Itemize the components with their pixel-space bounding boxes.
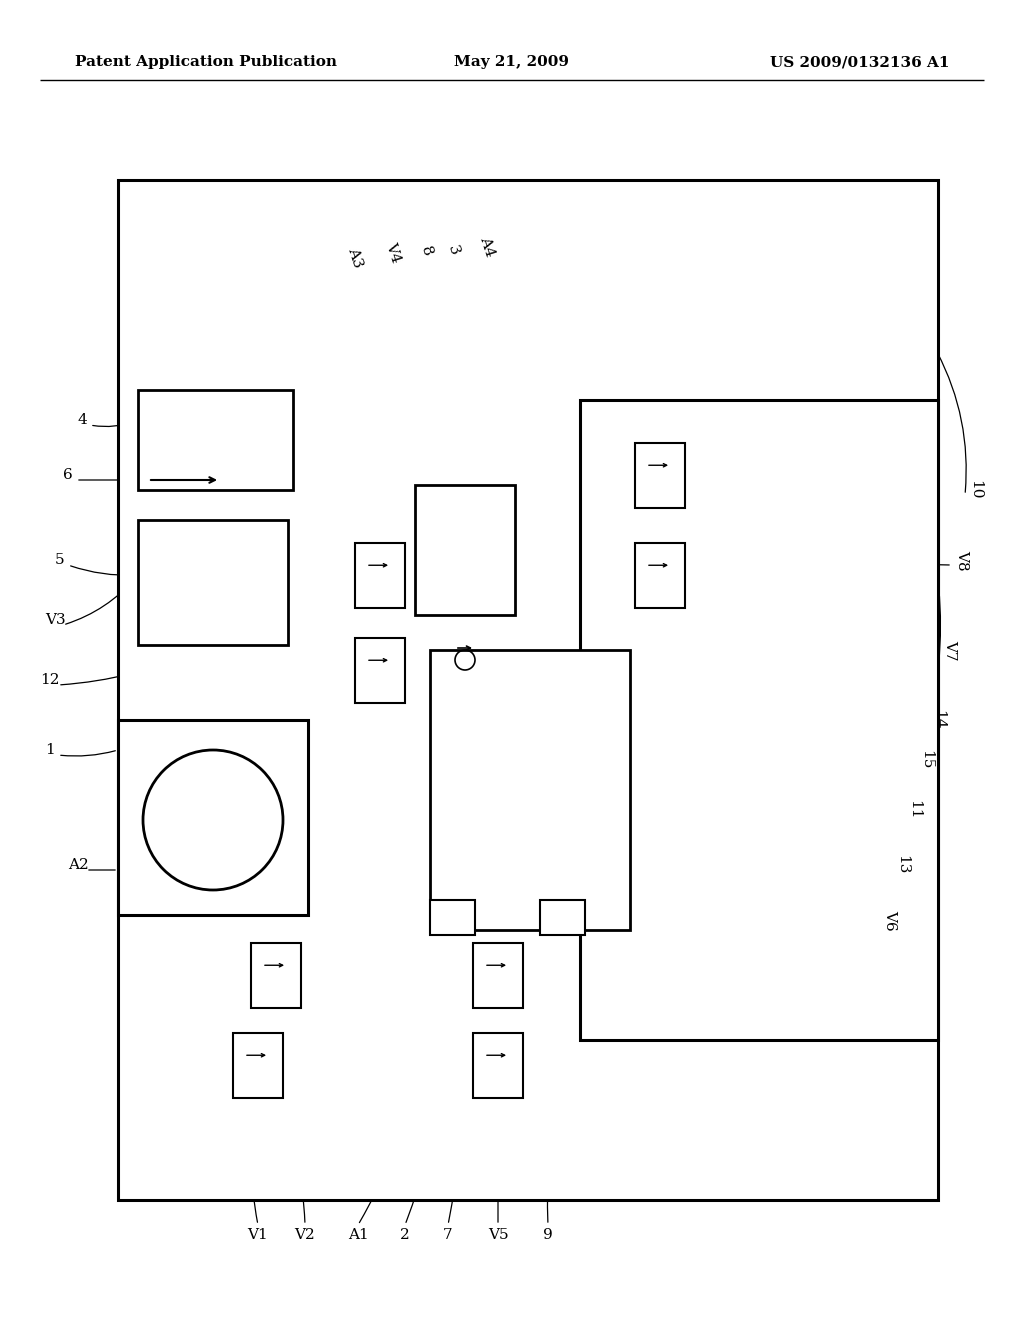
Bar bbox=[118, 180, 938, 1200]
Text: 7: 7 bbox=[443, 1228, 453, 1242]
Text: 6: 6 bbox=[63, 469, 73, 482]
Text: V6: V6 bbox=[883, 909, 897, 931]
Text: 9: 9 bbox=[543, 1228, 553, 1242]
Text: 4: 4 bbox=[77, 413, 87, 426]
Text: V5: V5 bbox=[487, 1228, 508, 1242]
Text: 11: 11 bbox=[907, 800, 921, 820]
Text: 2: 2 bbox=[400, 1228, 410, 1242]
Text: Patent Application Publication: Patent Application Publication bbox=[75, 55, 337, 69]
Text: V2: V2 bbox=[295, 1228, 315, 1242]
Bar bbox=[540, 900, 585, 935]
Bar bbox=[233, 1034, 283, 1098]
Bar bbox=[118, 719, 308, 915]
Text: May 21, 2009: May 21, 2009 bbox=[455, 55, 569, 69]
Text: V7: V7 bbox=[943, 640, 957, 660]
Text: 1: 1 bbox=[45, 743, 55, 756]
Bar bbox=[415, 484, 515, 615]
Bar bbox=[473, 1034, 523, 1098]
Text: V3: V3 bbox=[45, 612, 66, 627]
Bar bbox=[580, 400, 938, 1040]
Text: 3: 3 bbox=[444, 243, 461, 257]
Text: A4: A4 bbox=[477, 235, 497, 259]
Text: V1: V1 bbox=[248, 1228, 268, 1242]
Text: 12: 12 bbox=[40, 673, 59, 686]
Bar bbox=[430, 900, 475, 935]
Text: 10: 10 bbox=[968, 480, 982, 500]
Text: V4: V4 bbox=[383, 242, 402, 265]
Text: A3: A3 bbox=[345, 246, 365, 271]
Bar bbox=[635, 543, 685, 609]
Text: A2: A2 bbox=[68, 858, 88, 873]
Bar bbox=[355, 543, 406, 609]
Bar bbox=[138, 389, 293, 490]
Text: 13: 13 bbox=[895, 855, 909, 875]
Bar bbox=[251, 942, 301, 1008]
Bar bbox=[430, 649, 630, 931]
Text: V8: V8 bbox=[955, 549, 969, 570]
Text: A1: A1 bbox=[347, 1228, 369, 1242]
Bar bbox=[138, 520, 288, 645]
Text: US 2009/0132136 A1: US 2009/0132136 A1 bbox=[770, 55, 950, 69]
Text: 8: 8 bbox=[418, 244, 434, 257]
Bar bbox=[355, 638, 406, 704]
Text: 14: 14 bbox=[931, 710, 945, 730]
Bar bbox=[473, 942, 523, 1008]
Text: 15: 15 bbox=[919, 750, 933, 770]
Text: 5: 5 bbox=[55, 553, 65, 568]
Bar bbox=[635, 444, 685, 508]
